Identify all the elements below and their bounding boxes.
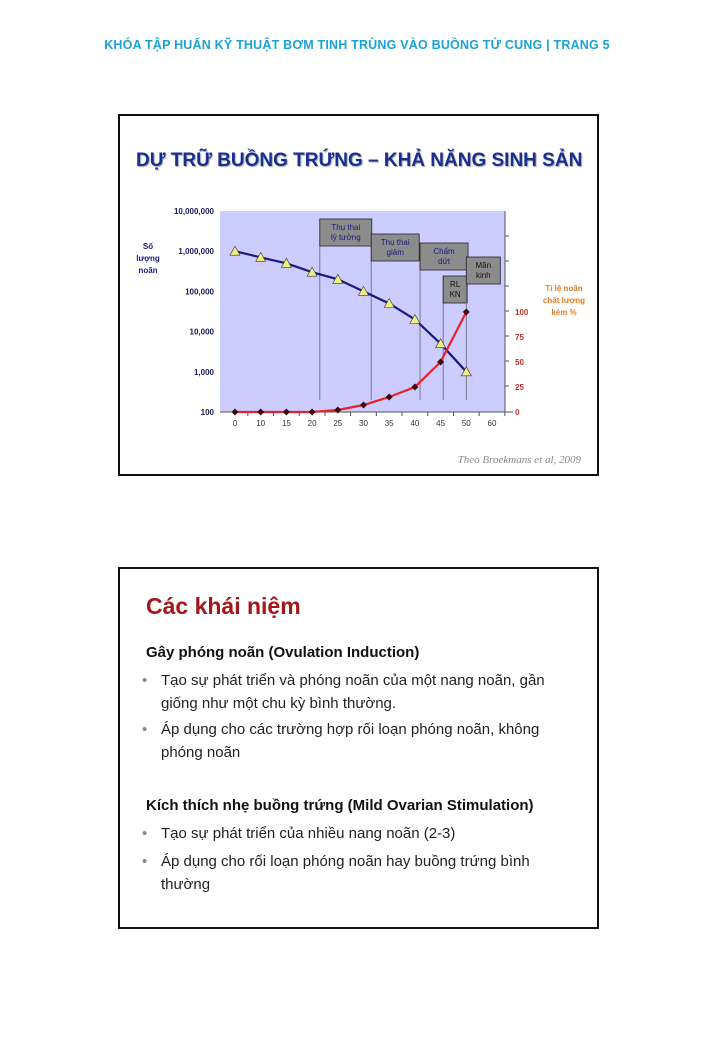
section-heading: Gây phóng noãn (Ovulation Induction) xyxy=(146,644,420,661)
data-point-triangle xyxy=(229,245,241,256)
annotation-label: lý tưởng xyxy=(331,233,361,242)
data-point-triangle xyxy=(306,266,318,277)
right-tick-label: 0 xyxy=(515,408,520,417)
annotation-box xyxy=(319,218,373,247)
bullet-icon: • xyxy=(142,672,148,689)
data-point-triangle xyxy=(460,366,472,377)
left-tick-label: 10,000,000 xyxy=(174,207,215,216)
data-point-diamond xyxy=(462,308,470,316)
annotation-label: RL xyxy=(450,280,461,289)
slide-ovarian-reserve: DỰ TRỮ BUỒNG TRỨNG – KHẢ NĂNG SINH SẢN 1… xyxy=(118,114,599,476)
annotation-box xyxy=(442,275,468,304)
annotation-label: Thụ thai xyxy=(381,238,410,247)
bullet-item: • Áp dụng cho các trường hợp rối loạn phó… xyxy=(142,718,582,764)
right-axis-label: kém % xyxy=(551,308,576,317)
left-tick-label: 1,000 xyxy=(194,368,215,377)
annotation-label: Mãn xyxy=(476,261,492,270)
x-tick-label: 45 xyxy=(436,419,445,428)
x-tick-label: 50 xyxy=(462,419,471,428)
series-line xyxy=(234,250,468,373)
data-point-diamond xyxy=(282,408,290,416)
annotation-label: Thụ thai xyxy=(331,223,360,232)
slide-title: Các khái niệm xyxy=(146,593,301,619)
bullet-icon: • xyxy=(142,825,148,842)
left-tick-label: 1,000,000 xyxy=(178,247,214,256)
left-tick-label: 10,000 xyxy=(190,328,215,337)
ovarian-reserve-chart: 10,000,0001,000,000100,00010,0001,000100… xyxy=(136,207,585,428)
slide-title: DỰ TRỮ BUỒNG TRỨNG – KHẢ NĂNG SINH SẢN xyxy=(136,150,583,171)
data-point-triangle xyxy=(435,338,447,349)
left-axis-label: noãn xyxy=(138,266,157,275)
annotation-box xyxy=(465,256,501,285)
series-line xyxy=(235,311,468,414)
x-tick-label: 20 xyxy=(308,419,317,428)
data-point-triangle xyxy=(409,313,421,324)
data-point-diamond xyxy=(231,408,239,416)
x-tick-label: 40 xyxy=(410,419,419,428)
data-point-diamond xyxy=(308,408,316,416)
x-tick-label: 15 xyxy=(282,419,291,428)
data-point-triangle xyxy=(383,297,395,308)
bullet-icon: • xyxy=(142,721,148,738)
section-heading: Kích thích nhẹ buồng trứng (Mild Ovarian… xyxy=(146,797,534,814)
left-axis-label: Số xyxy=(143,242,153,251)
page-header: KHÓA TẬP HUẤN KỸ THUẬT BƠM TINH TRÙNG VÀ… xyxy=(104,38,610,52)
right-tick-label: 50 xyxy=(515,358,524,367)
right-axis-label: Tỉ lệ noãn xyxy=(545,284,582,293)
right-axis-label: chất lượng xyxy=(543,296,585,305)
data-point-triangle xyxy=(357,285,370,296)
bullet-icon: • xyxy=(142,853,148,870)
annotation-label: giảm xyxy=(387,248,405,257)
left-tick-label: 100,000 xyxy=(185,287,214,296)
data-point-diamond xyxy=(334,406,342,414)
x-tick-label: 60 xyxy=(488,419,497,428)
data-point-triangle xyxy=(332,273,344,284)
annotation-label: KN xyxy=(450,290,461,299)
annotation-box xyxy=(419,242,469,271)
left-tick-label: 100 xyxy=(201,408,215,417)
x-tick-label: 25 xyxy=(333,419,342,428)
x-tick-label: 0 xyxy=(233,419,238,428)
right-tick-label: 25 xyxy=(515,383,524,392)
bullet-item: • Áp dụng cho rối loạn phóng noãn hay buồ… xyxy=(142,850,582,896)
x-tick-label: 10 xyxy=(256,419,265,428)
annotation-label: kinh xyxy=(476,271,491,280)
data-point-diamond xyxy=(360,401,367,409)
source-credit: Theo Broekmans et al, 2009 xyxy=(457,454,581,466)
left-axis-label: lượng xyxy=(136,254,160,263)
bullet-item: • Tạo sự phát triển và phóng noãn của một… xyxy=(142,669,582,715)
data-point-diamond xyxy=(437,358,445,366)
slide-concepts: Các khái niệm Gây phóng noãn (Ovulation … xyxy=(118,567,599,929)
right-tick-label: 100 xyxy=(515,308,529,317)
bullet-item: • Tạo sự phát triển của nhiều nang noãn (… xyxy=(142,822,582,845)
annotation-label: dứt xyxy=(438,257,451,266)
x-tick-label: 30 xyxy=(359,419,368,428)
x-tick-label: 35 xyxy=(385,419,394,428)
data-point-triangle xyxy=(280,257,292,268)
annotation-box xyxy=(370,233,420,262)
data-point-diamond xyxy=(385,393,393,401)
right-tick-label: 75 xyxy=(515,333,524,342)
annotation-label: Chấm xyxy=(433,247,455,256)
data-point-diamond xyxy=(411,383,419,391)
data-point-triangle xyxy=(255,251,267,262)
data-point-diamond xyxy=(257,408,265,416)
